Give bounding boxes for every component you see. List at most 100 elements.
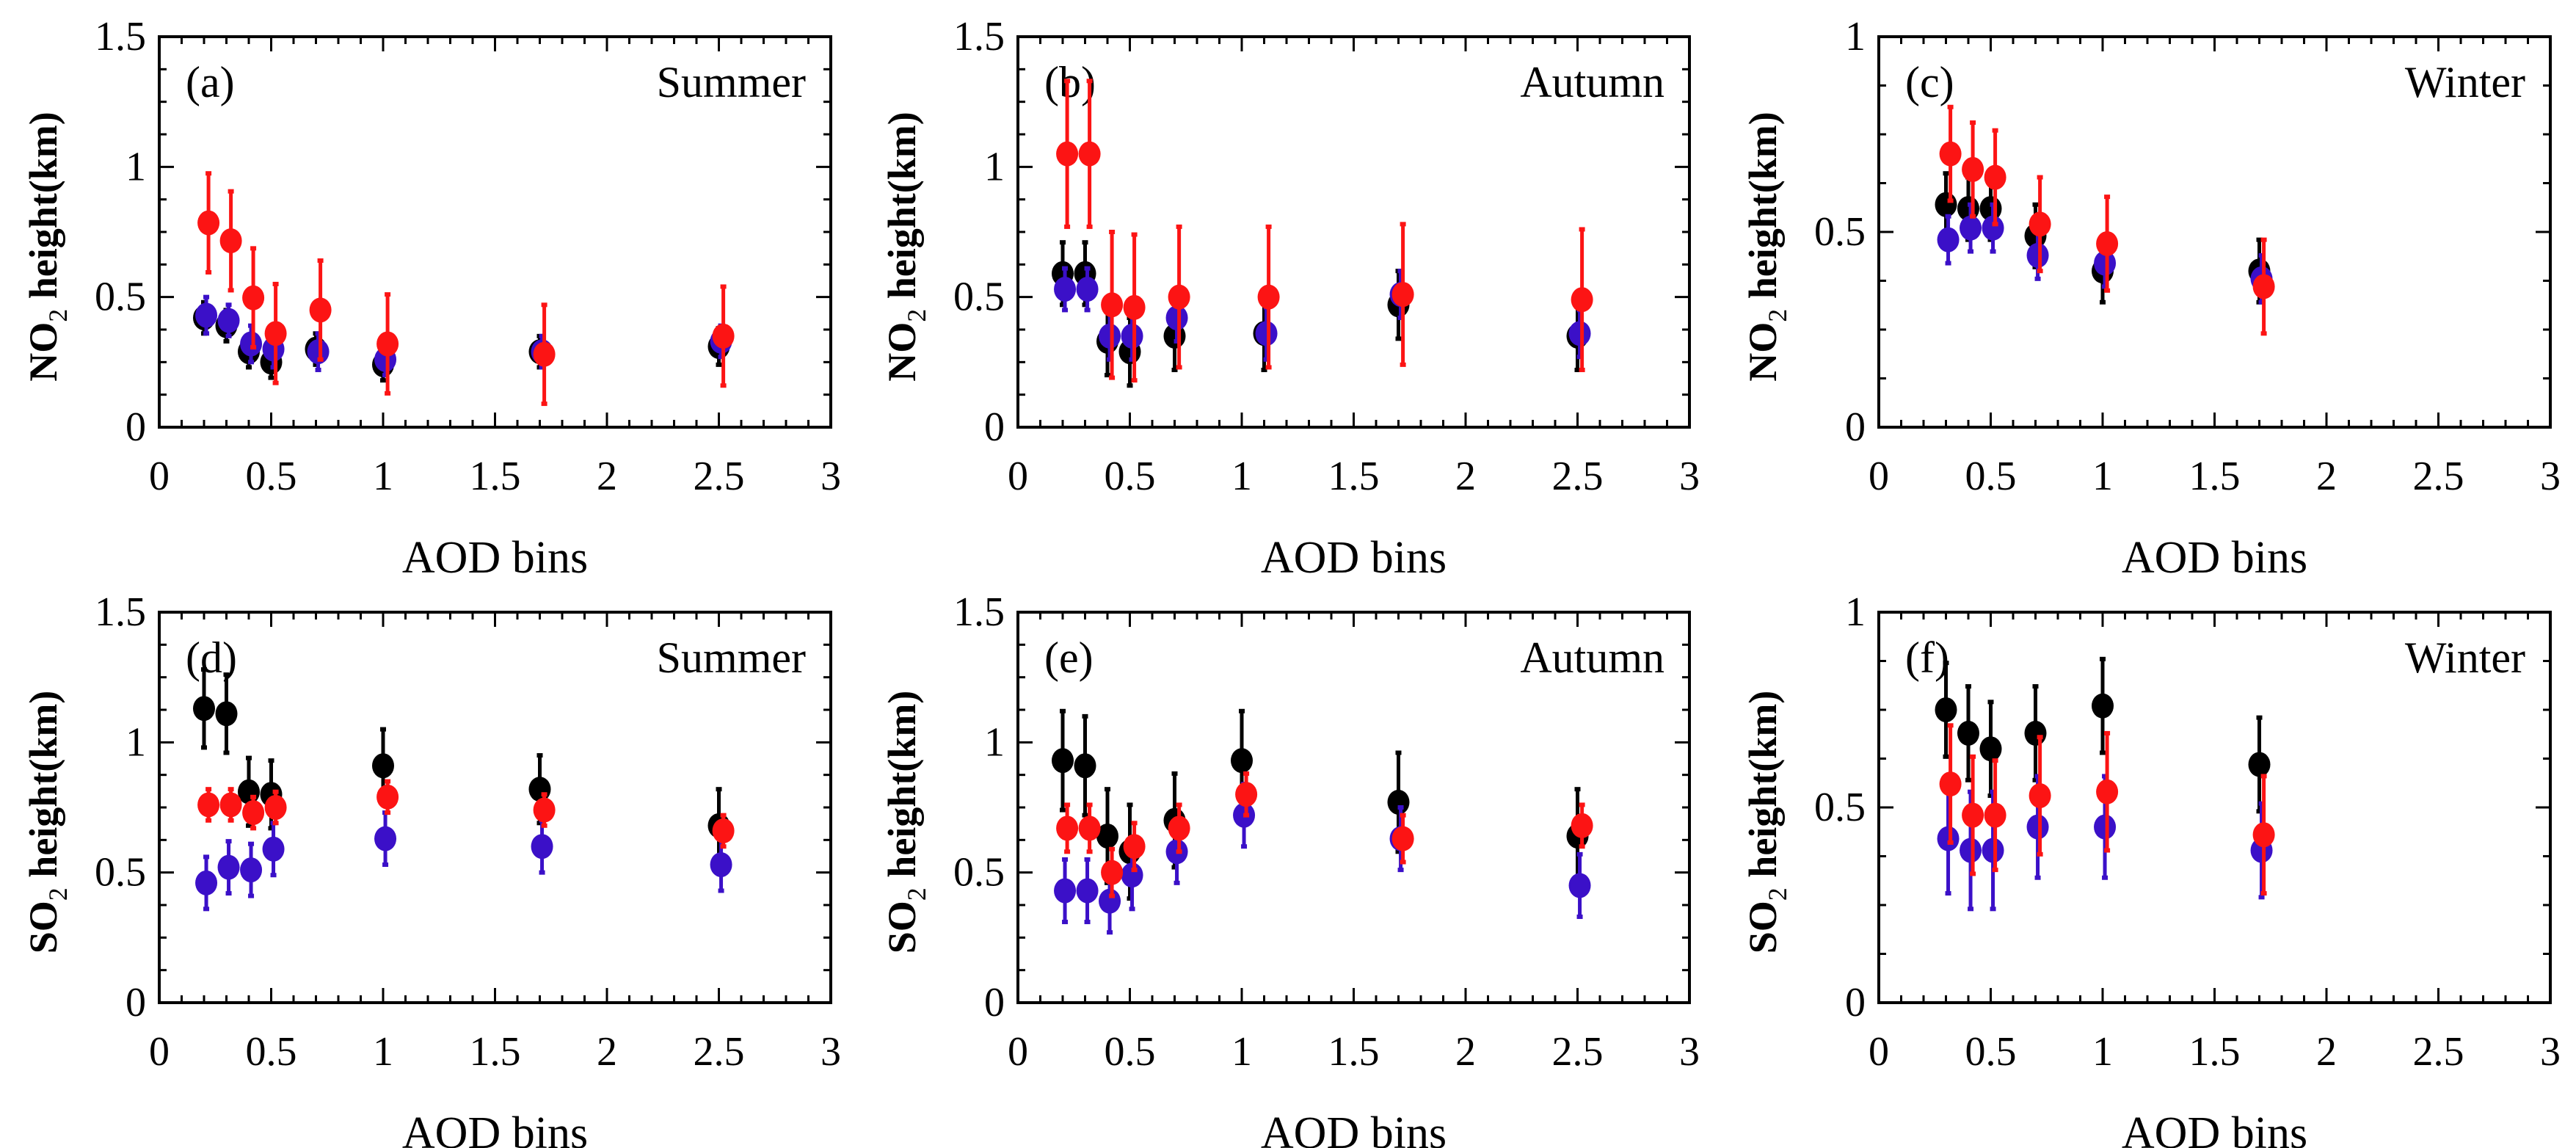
data-point <box>1960 838 1982 863</box>
error-cap <box>2102 875 2109 880</box>
error-cap <box>1970 214 1976 219</box>
error-cap <box>1945 214 1951 219</box>
y-tick-label: 0 <box>125 404 146 450</box>
y-tick-label: 0.5 <box>953 275 1005 320</box>
y-tick-label: 1 <box>1845 14 1866 59</box>
y-axis-subscript: 2 <box>43 309 73 322</box>
error-cap <box>1990 249 1996 254</box>
data-point <box>197 210 220 236</box>
x-tick-label: 1 <box>1231 1029 1252 1075</box>
error-cap <box>1084 308 1091 313</box>
error-cap <box>1947 104 1954 109</box>
error-cap <box>1062 308 1069 313</box>
error-cap <box>1060 302 1066 308</box>
y-axis-species: SO <box>1741 901 1785 953</box>
data-point <box>1984 802 2006 828</box>
error-cap <box>1400 222 1406 227</box>
error-cap <box>541 402 547 407</box>
data-point <box>1235 782 1258 807</box>
y-axis-species: NO <box>21 322 65 382</box>
data-point <box>1168 284 1190 310</box>
error-cap <box>1086 849 1093 854</box>
error-cap <box>1062 857 1069 862</box>
error-cap <box>1970 871 1976 876</box>
x-tick-label: 0 <box>149 454 170 499</box>
error-cap <box>203 854 210 860</box>
data-point <box>1074 753 1096 779</box>
error-cap <box>223 750 230 755</box>
error-cap <box>1968 789 1974 794</box>
error-cap <box>718 355 724 360</box>
season-label: Winter <box>2405 58 2525 106</box>
data-point <box>1935 697 1957 722</box>
y-tick-label: 0.5 <box>1814 209 1866 255</box>
error-cap <box>1105 787 1110 792</box>
y-tick-label: 1 <box>125 144 146 189</box>
y-tick-label: 1.5 <box>953 14 1005 59</box>
error-cap <box>1105 373 1110 378</box>
data-point <box>2026 814 2049 840</box>
error-cap <box>2037 269 2043 274</box>
error-cap <box>1127 802 1133 807</box>
x-tick-label: 1.5 <box>1328 1029 1380 1075</box>
x-tick-label: 1 <box>2092 1029 2113 1075</box>
error-cap <box>1576 851 1583 857</box>
data-point <box>1984 164 2006 190</box>
y-axis-title: NO2 height(km) <box>21 112 73 382</box>
error-cap <box>1947 198 1954 203</box>
x-tick-label: 0.5 <box>1105 1029 1156 1075</box>
data-point <box>1165 305 1188 331</box>
data-point <box>1123 294 1146 320</box>
data-point <box>1096 824 1118 849</box>
x-tick-label: 2 <box>597 454 617 499</box>
y-axis-unit: height(km) <box>880 112 924 309</box>
data-point <box>1937 826 1960 851</box>
data-point <box>240 857 263 883</box>
x-axis-title: AOD bins <box>2122 1108 2307 1148</box>
error-cap <box>272 789 279 794</box>
data-point <box>531 834 553 860</box>
data-point <box>215 701 238 727</box>
series-blue <box>1937 774 2273 912</box>
data-point <box>2024 720 2047 746</box>
error-cap <box>1131 232 1138 237</box>
error-cap <box>1265 224 1272 229</box>
error-cap <box>2100 656 2106 661</box>
error-cap <box>268 375 274 380</box>
error-cap <box>201 667 207 672</box>
error-cap <box>1397 316 1404 321</box>
error-cap <box>1086 224 1093 229</box>
y-axis-species: NO <box>1741 322 1785 382</box>
data-point <box>1568 321 1591 346</box>
data-point <box>712 818 735 843</box>
error-cap <box>1574 787 1581 792</box>
error-cap <box>1171 367 1178 372</box>
error-cap <box>1992 758 1998 763</box>
data-point <box>1078 815 1101 841</box>
series-red <box>197 171 735 407</box>
error-cap <box>205 171 212 176</box>
data-point <box>217 308 240 333</box>
error-cap <box>2037 851 2043 857</box>
x-tick-label: 1.5 <box>470 1029 521 1075</box>
season-label: Autumn <box>1520 633 1664 682</box>
data-point <box>264 795 287 820</box>
panel-label: (c) <box>1905 58 1954 106</box>
error-cap <box>382 862 389 868</box>
data-point <box>242 800 265 826</box>
error-cap <box>1082 813 1088 818</box>
error-cap <box>1064 849 1071 854</box>
error-cap <box>720 383 727 388</box>
data-point <box>1121 323 1143 349</box>
data-point <box>1099 323 1121 349</box>
data-point <box>197 792 220 818</box>
error-cap <box>1131 868 1138 873</box>
data-point <box>2252 822 2275 848</box>
data-point <box>262 836 285 862</box>
data-point <box>307 339 330 365</box>
error-cap <box>205 818 212 823</box>
x-tick-label: 0.5 <box>246 1029 297 1075</box>
